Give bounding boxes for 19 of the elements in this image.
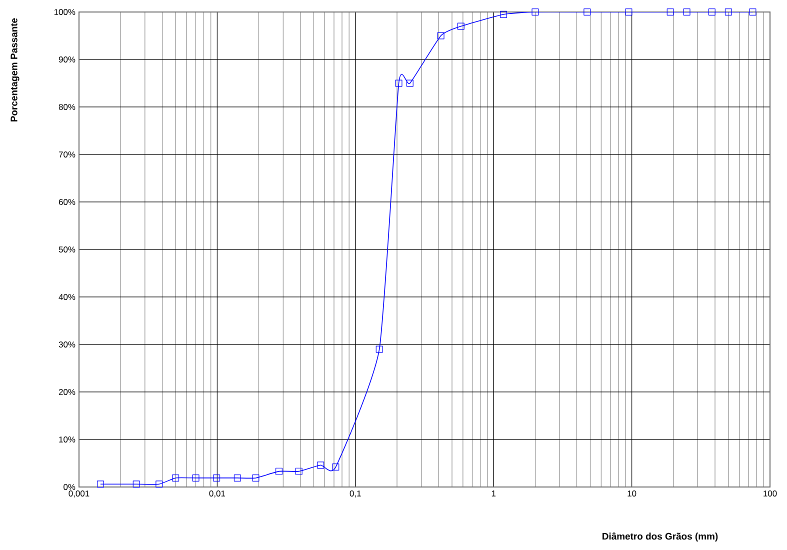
y-tick-label: 80%: [58, 104, 76, 110]
y-tick-label: 100%: [54, 8, 76, 15]
y-tick-label: 70%: [58, 151, 76, 158]
x-tick-label: 0,01: [209, 490, 226, 498]
y-tick-label: 0%: [64, 484, 76, 490]
x-tick-label: 100: [764, 490, 777, 496]
x-tick-label: 0,001: [68, 490, 90, 498]
y-tick-label: 60%: [58, 198, 76, 205]
y-tick-label: 20%: [58, 388, 76, 395]
y-tick-label: 10%: [59, 436, 76, 442]
y-tick-label: 50%: [58, 246, 76, 252]
y-tick-label: 40%: [58, 294, 76, 300]
x-tick-label: 0,1: [350, 490, 361, 498]
y-axis-title: Porcentagem Passante: [10, 18, 20, 122]
y-tick-label: 30%: [58, 341, 76, 348]
x-tick-label: 10: [628, 490, 636, 496]
y-tick-label: 90%: [58, 56, 76, 62]
x-axis-title: Diâmetro dos Grãos (mm): [602, 532, 718, 542]
x-tick-label: 1: [492, 490, 496, 496]
